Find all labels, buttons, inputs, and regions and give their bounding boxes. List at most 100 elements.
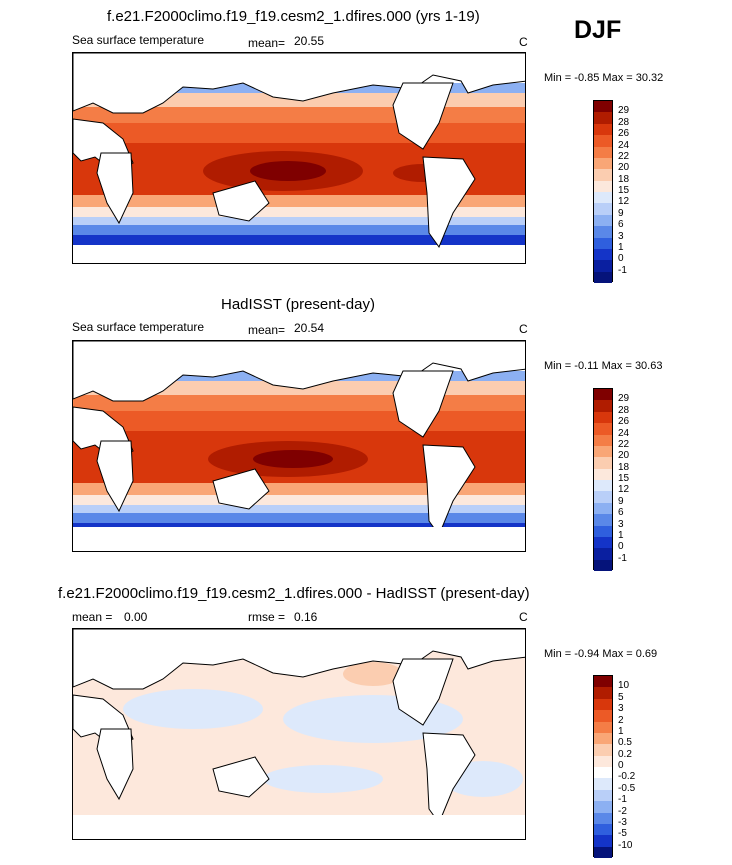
panel3-min-value: -0.94 <box>574 648 600 660</box>
colorbar-tick-label: -1 <box>618 552 627 564</box>
colorbar-swatch <box>594 536 612 549</box>
colorbar-tick-label: 28 <box>618 116 630 128</box>
colorbar-tick-label: 12 <box>618 196 630 208</box>
panel3-minmax: Min = -0.94 Max = 0.69 <box>544 648 657 660</box>
colorbar-tick-label: 28 <box>618 404 630 416</box>
colorbar-swatch <box>594 214 612 227</box>
colorbar-tick-label: 12 <box>618 484 630 496</box>
colorbar-swatch <box>594 180 612 192</box>
panel1-map-svg <box>73 53 525 263</box>
panel1-mean-label: mean= <box>248 36 286 50</box>
colorbar-tick-label: -3 <box>618 816 627 828</box>
colorbar-tick-label: 26 <box>618 128 630 140</box>
colorbar-swatch <box>594 480 612 492</box>
colorbar-tick-label: 18 <box>618 461 630 473</box>
colorbar-swatch <box>594 389 612 401</box>
panel2-title: HadISST (present-day) <box>221 296 375 313</box>
panel2-mean-label: mean= <box>248 323 286 337</box>
colorbar-tick-label: 9 <box>618 495 624 507</box>
panel3-mean-label: mean = <box>72 610 113 624</box>
colorbar-tick-label: 5 <box>618 691 624 703</box>
panel3-units: C <box>519 610 528 624</box>
colorbar-tick-label: -0.2 <box>618 771 636 783</box>
colorbar-tick-label: 3 <box>618 703 624 715</box>
colorbar-tick-label: 22 <box>618 438 630 450</box>
panel2-max-label: Max = <box>601 360 632 372</box>
panel1-max-value: 30.32 <box>635 72 664 84</box>
colorbar-swatch <box>594 812 612 824</box>
panel3-rmse-label: rmse = <box>248 610 286 624</box>
colorbar-swatch <box>594 192 612 204</box>
panel1-units: C <box>519 35 528 49</box>
colorbar-tick-label: -2 <box>618 805 627 817</box>
colorbar-swatch <box>594 226 612 238</box>
colorbar-tick-label: 2 <box>618 714 624 726</box>
colorbar-swatch <box>594 123 612 136</box>
colorbar-swatch <box>594 767 612 779</box>
colorbar-tick-label: 9 <box>618 207 624 219</box>
season-label: DJF <box>574 16 622 44</box>
colorbar-swatch <box>594 676 612 688</box>
panel1-title: f.e21.F2000climo.f19_f19.cesm2_1.dfires.… <box>107 8 480 25</box>
panel2-colorbar <box>593 388 613 571</box>
colorbar-swatch <box>594 423 612 435</box>
colorbar-tick-label: 0.5 <box>618 737 632 749</box>
colorbar-tick-label: 0 <box>618 541 624 553</box>
colorbar-tick-label: -0.5 <box>618 782 636 794</box>
panel3-diff-map <box>72 628 526 840</box>
panel1-minmax: Min = -0.85 Max = 30.32 <box>544 72 663 84</box>
colorbar-tick-label: 1 <box>618 241 624 253</box>
panel3-title: f.e21.F2000climo.f19_f19.cesm2_1.dfires.… <box>58 585 530 602</box>
colorbar-swatch <box>594 457 612 469</box>
colorbar-swatch <box>594 400 612 412</box>
colorbar-tick-label: 18 <box>618 173 630 185</box>
colorbar-tick-label: -1 <box>618 794 627 806</box>
colorbar-swatch <box>594 698 612 711</box>
colorbar-swatch <box>594 445 612 458</box>
colorbar-swatch <box>594 135 612 147</box>
panel3-min-label: Min = <box>544 648 572 660</box>
panel1-variable-label: Sea surface temperature <box>72 33 205 47</box>
colorbar-swatch <box>594 687 612 699</box>
colorbar-swatch <box>594 502 612 515</box>
colorbar-swatch <box>594 146 612 158</box>
colorbar-swatch <box>594 411 612 424</box>
colorbar-tick-label: 0 <box>618 760 624 771</box>
panel2-units: C <box>519 322 528 336</box>
panel2-min-value: -0.11 <box>574 360 599 372</box>
panel1-colorbar <box>593 100 613 283</box>
panel1-min-value: -0.85 <box>574 72 600 84</box>
colorbar-tick-label: 3 <box>618 230 624 242</box>
colorbar-tick-label: 1 <box>618 725 624 737</box>
panel2-variable-label: Sea surface temperature <box>72 320 205 334</box>
colorbar-tick-label: 29 <box>618 105 630 117</box>
colorbar-swatch <box>594 514 612 526</box>
colorbar-tick-label: 20 <box>618 450 630 462</box>
colorbar-tick-label: -5 <box>618 828 627 840</box>
colorbar-swatch <box>594 559 612 571</box>
colorbar-tick-label: 24 <box>618 427 630 439</box>
colorbar-swatch <box>594 468 612 480</box>
panel3-rmse-value: 0.16 <box>294 610 318 624</box>
panel2-max-value: 30.63 <box>634 360 663 372</box>
colorbar-swatch <box>594 744 612 756</box>
colorbar-tick-label: 26 <box>618 416 630 428</box>
panel2-map-svg <box>73 341 525 551</box>
colorbar-swatch <box>594 491 612 503</box>
colorbar-tick-label: 3 <box>618 518 624 530</box>
colorbar-swatch <box>594 237 612 249</box>
panel2-min-label: Min = <box>544 360 572 372</box>
colorbar-swatch <box>594 101 612 113</box>
colorbar-tick-label: 15 <box>618 185 630 196</box>
colorbar-tick-label: 22 <box>618 150 630 162</box>
colorbar-swatch <box>594 112 612 124</box>
colorbar-swatch <box>594 248 612 261</box>
colorbar-tick-label: 0.2 <box>618 748 632 760</box>
colorbar-swatch <box>594 710 612 722</box>
colorbar-swatch <box>594 789 612 802</box>
colorbar-swatch <box>594 434 612 446</box>
colorbar-swatch <box>594 169 612 181</box>
colorbar-tick-label: 6 <box>618 219 624 231</box>
colorbar-tick-label: 10 <box>618 680 630 692</box>
colorbar-tick-label: 29 <box>618 393 630 405</box>
